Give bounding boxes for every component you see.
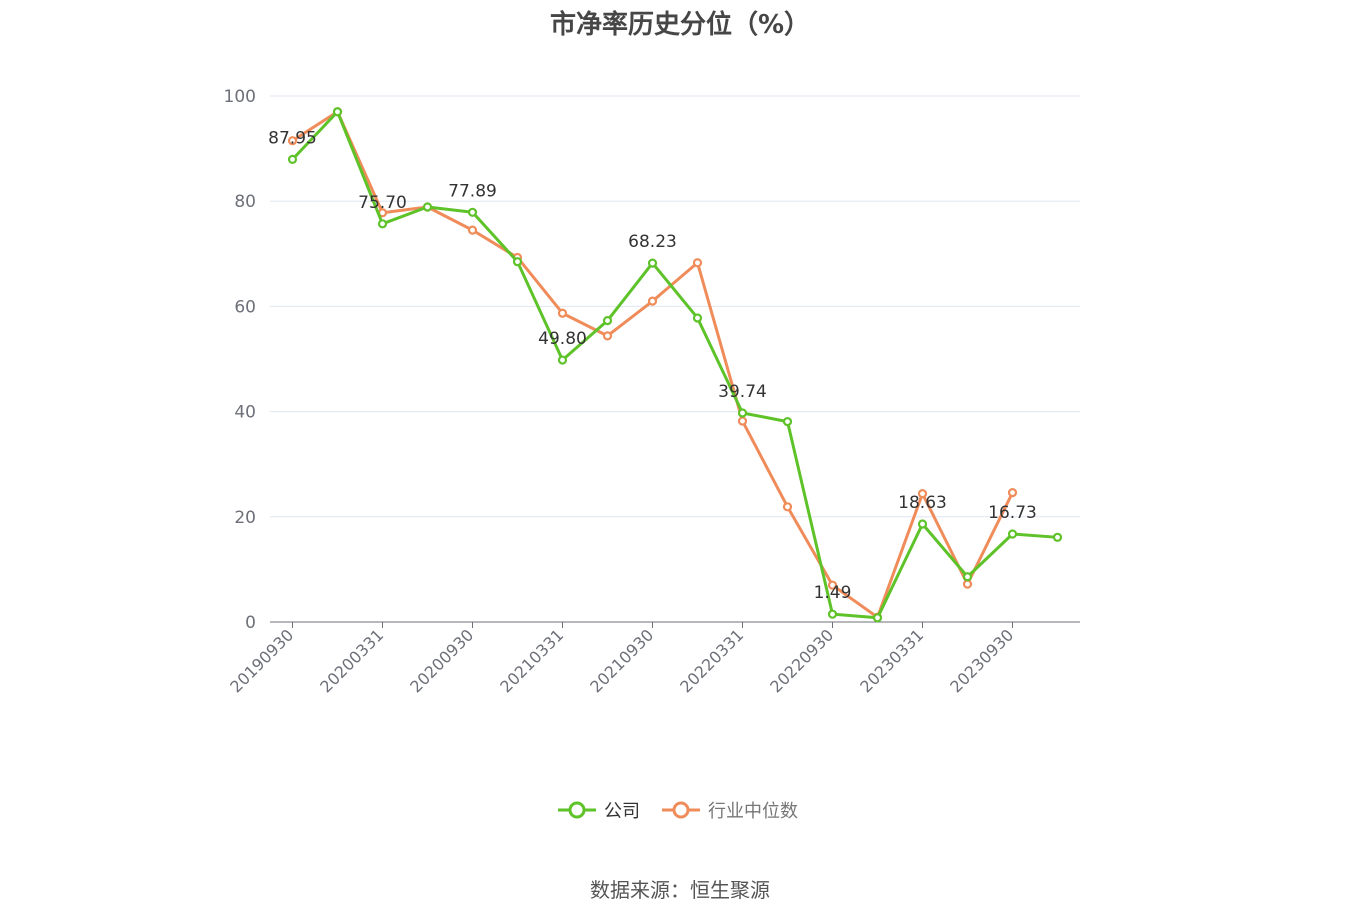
data-point: [872, 613, 883, 623]
data-label: 18.63: [898, 493, 947, 513]
data-point: [962, 579, 973, 589]
label-layer: 87.95 75.70 77.89 49.80 68.23 39.74 1.49 18.63 1…: [268, 128, 1037, 603]
x-tick-label: 20210331: [496, 625, 567, 696]
source-note: 数据来源：恒生聚源: [590, 878, 770, 902]
data-label: 39.74: [718, 382, 767, 402]
x-tick-label: 20190930: [226, 625, 297, 696]
data-point: [827, 609, 838, 619]
y-tick-label: 20: [234, 508, 256, 528]
data-point: [332, 107, 343, 117]
legend-item[interactable]: 公司: [558, 801, 640, 822]
data-label: 1.49: [814, 583, 852, 603]
data-point: [557, 308, 568, 318]
x-tick-label: 20200930: [406, 625, 477, 696]
legend-label: 行业中位数: [708, 801, 798, 822]
series-line: [291, 110, 1058, 620]
data-point: [377, 219, 388, 229]
series-layer: [287, 107, 1063, 623]
y-tick-label: 100: [224, 87, 256, 107]
legend-label: 公司: [604, 801, 640, 822]
data-point: [917, 489, 928, 499]
data-label: 16.73: [988, 503, 1037, 523]
data-point: [467, 207, 478, 217]
x-tick-label: 20220930: [766, 625, 837, 696]
data-point: [782, 502, 793, 512]
legend-marker-icon: [672, 801, 690, 819]
data-point: [1007, 529, 1018, 539]
legend[interactable]: 公司 行业中位数: [558, 801, 798, 822]
x-tick-label: 20200331: [316, 625, 387, 696]
data-point: [1052, 532, 1063, 542]
y-tick-label: 0: [245, 613, 256, 633]
x-tick-label: 20230930: [946, 625, 1017, 696]
data-point: [557, 355, 568, 365]
data-point: [467, 225, 478, 235]
legend-marker-icon: [568, 801, 586, 819]
data-label: 77.89: [448, 181, 497, 201]
legend-item[interactable]: 行业中位数: [662, 801, 798, 822]
axis-layer: 0 20 40 60 80 100 20190930 20200331 20200930 2021…: [224, 87, 1080, 696]
data-point: [692, 313, 703, 323]
data-point: [602, 316, 613, 326]
data-point: [287, 136, 298, 146]
x-tick-label: 20220331: [676, 625, 747, 696]
data-point: [782, 416, 793, 427]
data-point: [692, 258, 703, 268]
data-point: [287, 154, 298, 164]
y-tick-label: 40: [234, 403, 256, 423]
data-label: 75.70: [358, 193, 407, 213]
data-label: 87.95: [268, 128, 317, 148]
chart-title: 市净率历史分位（%）: [549, 10, 811, 40]
data-point: [647, 296, 658, 306]
y-tick-label: 60: [234, 297, 256, 317]
data-point: [827, 580, 838, 590]
grid-layer: [270, 95, 1080, 518]
series-line: [291, 110, 1014, 619]
data-label: 49.80: [538, 329, 587, 349]
data-point: [512, 257, 523, 267]
y-tick-label: 80: [234, 192, 256, 212]
x-tick-label: 20210930: [586, 625, 657, 696]
data-label: 68.23: [628, 232, 677, 252]
data-point: [737, 408, 748, 418]
data-point: [647, 258, 658, 268]
x-tick-label: 20230331: [856, 625, 927, 696]
data-point: [737, 416, 748, 426]
data-point: [602, 331, 613, 341]
data-point: [917, 519, 928, 529]
data-point: [422, 202, 433, 212]
data-point: [1007, 488, 1018, 498]
data-point: [962, 572, 973, 582]
